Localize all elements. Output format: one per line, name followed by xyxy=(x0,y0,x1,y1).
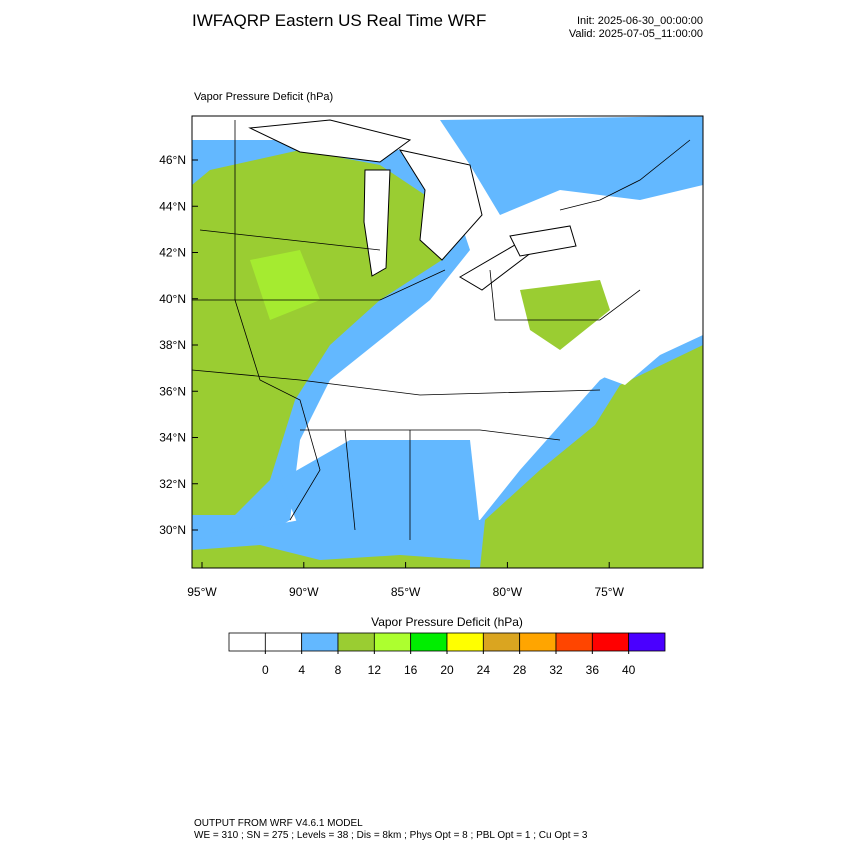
colorbar-box xyxy=(301,632,339,652)
lon-label: 95°W xyxy=(187,585,217,599)
lon-label: 80°W xyxy=(493,585,523,599)
colorbar-label: 8 xyxy=(335,663,342,677)
lon-label: 90°W xyxy=(289,585,319,599)
title: IWFAQRP Eastern US Real Time WRF xyxy=(192,11,486,30)
colorbar-box xyxy=(228,632,266,652)
colorbar-box xyxy=(410,632,448,652)
colorbar-box xyxy=(264,632,303,652)
colorbar-label: 20 xyxy=(440,663,454,677)
colorbar-box xyxy=(555,632,593,652)
colorbar-label: 16 xyxy=(404,663,418,677)
map-label: Vapor Pressure Deficit (hPa) xyxy=(194,91,333,103)
colorbar-label: 36 xyxy=(586,663,600,677)
lat-label: 46°N xyxy=(159,153,186,167)
lat-label: 34°N xyxy=(159,431,186,445)
lon-label: 75°W xyxy=(594,585,624,599)
lat-label: 38°N xyxy=(159,338,186,352)
colorbar-label: 4 xyxy=(298,663,305,677)
lon-label: 85°W xyxy=(391,585,421,599)
footer-line: WE = 310 ; SN = 275 ; Levels = 38 ; Dis … xyxy=(194,830,588,841)
colorbar-label: 32 xyxy=(549,663,563,677)
colorbar-box xyxy=(628,632,666,652)
colorbar-box xyxy=(519,632,557,652)
valid-time: Valid: 2025-07-05_11:00:00 xyxy=(569,28,703,40)
lat-label: 42°N xyxy=(159,246,186,260)
lat-label: 32°N xyxy=(159,477,186,491)
init-time: Init: 2025-06-30_00:00:00 xyxy=(577,15,703,27)
colorbar-label: 24 xyxy=(477,663,491,677)
map xyxy=(191,115,704,569)
lat-label: 36°N xyxy=(159,384,186,398)
colorbar-box xyxy=(482,632,521,652)
lat-label: 30°N xyxy=(159,523,186,537)
colorbar-box xyxy=(373,632,412,652)
colorbar-label: 12 xyxy=(368,663,382,677)
footer-line: OUTPUT FROM WRF V4.6.1 MODEL xyxy=(194,818,363,829)
colorbar-box xyxy=(446,632,484,652)
colorbar: Vapor Pressure Deficit (hPa) 0 4 8 12 16 20 24… xyxy=(228,615,666,677)
lat-label: 44°N xyxy=(159,199,186,213)
colorbar-label: 40 xyxy=(622,663,636,677)
colorbar-box xyxy=(337,632,375,652)
colorbar-box xyxy=(591,632,630,652)
colorbar-label: 28 xyxy=(513,663,527,677)
colorbar-title: Vapor Pressure Deficit (hPa) xyxy=(371,615,523,629)
lat-label: 40°N xyxy=(159,292,186,306)
colorbar-label: 0 xyxy=(262,663,269,677)
